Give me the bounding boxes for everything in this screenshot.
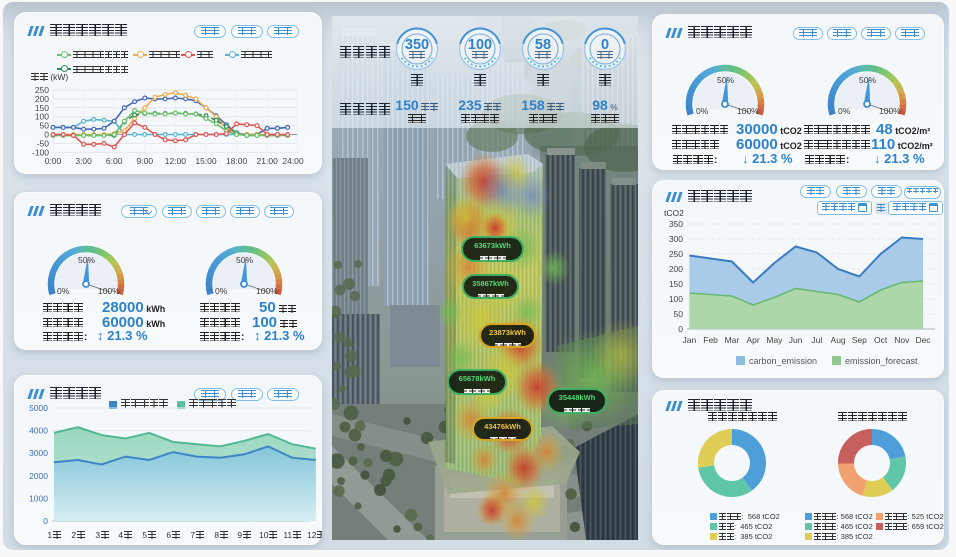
svg-text:Sep: Sep xyxy=(852,335,867,345)
svg-text:100%: 100% xyxy=(256,286,278,296)
svg-text:0%: 0% xyxy=(57,286,70,296)
svg-text:2000: 2000 xyxy=(29,471,48,481)
svg-text:50%: 50% xyxy=(859,75,876,85)
svg-text:Jul: Jul xyxy=(811,335,822,345)
svg-text:Jan: Jan xyxy=(683,335,697,345)
svg-text:emission_forecast: emission_forecast xyxy=(845,356,918,366)
svg-text:50%: 50% xyxy=(717,75,734,85)
svg-text:100%: 100% xyxy=(737,106,759,116)
svg-text:24:00: 24:00 xyxy=(282,156,304,166)
svg-text:350: 350 xyxy=(669,219,683,229)
svg-text:18:00: 18:00 xyxy=(226,156,248,166)
svg-text:Feb: Feb xyxy=(703,335,718,345)
svg-text:50%: 50% xyxy=(78,255,95,265)
svg-text:Apr: Apr xyxy=(746,335,759,345)
svg-text:50%: 50% xyxy=(236,255,253,265)
svg-text:Jun: Jun xyxy=(789,335,803,345)
svg-text:3000: 3000 xyxy=(29,448,48,458)
svg-text:6:00: 6:00 xyxy=(106,156,123,166)
svg-text:100%: 100% xyxy=(879,106,901,116)
svg-text:1000: 1000 xyxy=(29,493,48,503)
svg-text:9:00: 9:00 xyxy=(137,156,154,166)
svg-text:0:00: 0:00 xyxy=(45,156,62,166)
svg-text:150: 150 xyxy=(669,279,683,289)
svg-text:50: 50 xyxy=(674,309,684,319)
svg-text:0: 0 xyxy=(44,130,49,140)
svg-text:5000: 5000 xyxy=(29,403,48,413)
svg-text:15:00: 15:00 xyxy=(195,156,217,166)
svg-text:250: 250 xyxy=(669,249,683,259)
svg-text:May: May xyxy=(766,335,783,345)
svg-text:3:00: 3:00 xyxy=(75,156,92,166)
svg-text:350: 350 xyxy=(405,37,429,53)
svg-text:100%: 100% xyxy=(98,286,120,296)
svg-text:100: 100 xyxy=(35,112,49,122)
svg-text:0: 0 xyxy=(678,324,683,334)
svg-text:50: 50 xyxy=(40,121,50,131)
svg-text:-50: -50 xyxy=(37,138,50,148)
svg-text:58: 58 xyxy=(535,37,551,53)
svg-text:12:00: 12:00 xyxy=(165,156,187,166)
svg-text:-100: -100 xyxy=(32,147,49,157)
svg-text:200: 200 xyxy=(669,264,683,274)
svg-text:0%: 0% xyxy=(215,286,228,296)
svg-text:0: 0 xyxy=(43,516,48,526)
svg-text:Mar: Mar xyxy=(725,335,740,345)
svg-text:carbon_emission: carbon_emission xyxy=(749,356,817,366)
svg-text:300: 300 xyxy=(669,234,683,244)
svg-text:21:00: 21:00 xyxy=(257,156,279,166)
svg-text:0: 0 xyxy=(601,37,609,53)
svg-text:0%: 0% xyxy=(838,106,851,116)
svg-text:4000: 4000 xyxy=(29,426,48,436)
svg-text:100: 100 xyxy=(669,294,683,304)
svg-text:200: 200 xyxy=(35,94,49,104)
svg-text:100: 100 xyxy=(468,37,492,53)
svg-text:Oct: Oct xyxy=(874,335,888,345)
svg-text:0%: 0% xyxy=(696,106,709,116)
svg-text:Dec: Dec xyxy=(915,335,931,345)
svg-text:150: 150 xyxy=(35,103,49,113)
svg-text:Nov: Nov xyxy=(894,335,910,345)
svg-text:250: 250 xyxy=(35,85,49,95)
svg-text:Aug: Aug xyxy=(831,335,846,345)
